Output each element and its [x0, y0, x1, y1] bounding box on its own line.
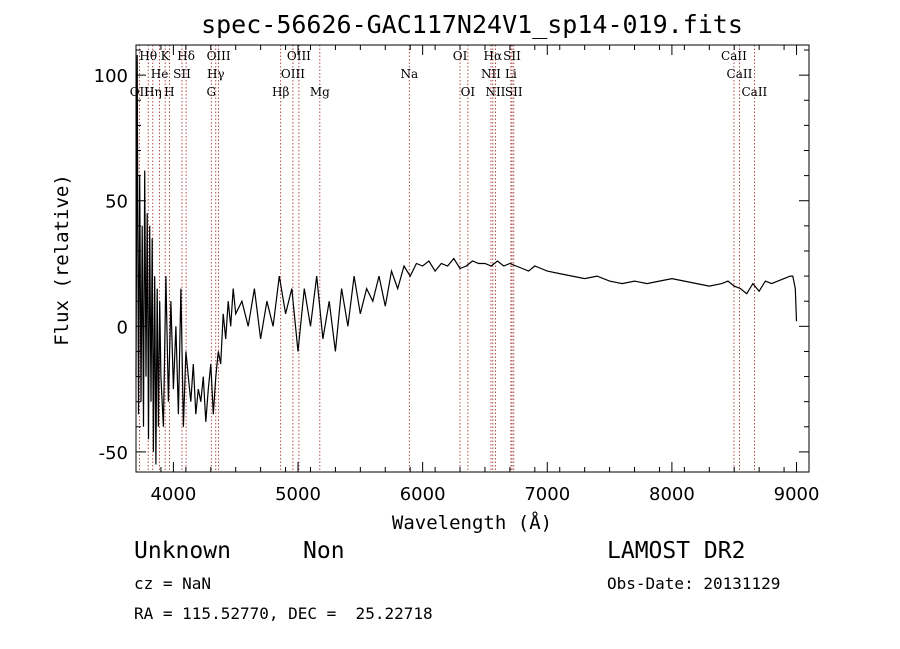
- y-axis: -50 0 50 100: [94, 49, 809, 464]
- line-label: CaII: [727, 67, 753, 81]
- line-label: H: [164, 85, 174, 99]
- line-label: OIII: [287, 49, 311, 63]
- x-tick-label: 6000: [400, 484, 446, 505]
- line-label: OIII: [207, 49, 231, 63]
- line-label: He: [151, 67, 169, 81]
- x-axis: 4000 5000 6000 7000 8000 9000: [135, 45, 820, 505]
- line-label: Hθ: [139, 49, 157, 63]
- chart-title: spec-56626-GAC117N24V1_sp14-019.fits: [201, 10, 743, 39]
- y-axis-label: Flux (relative): [51, 174, 73, 346]
- line-label: OII: [130, 85, 150, 99]
- line-label: Hη: [144, 85, 162, 99]
- plot-frame: [135, 44, 810, 473]
- line-label: Hδ: [177, 49, 195, 63]
- subclass-label: Non: [303, 538, 345, 564]
- x-tick-label: 9000: [774, 484, 820, 505]
- y-tick-label: 50: [105, 192, 128, 213]
- x-axis-label: Wavelength (Å): [392, 511, 552, 534]
- line-label: NII: [481, 67, 501, 81]
- line-label: SII: [173, 67, 191, 81]
- x-tick-label: 7000: [524, 484, 570, 505]
- line-label: Li: [505, 67, 517, 81]
- line-label: CaII: [741, 85, 767, 99]
- y-tick-label: 0: [117, 317, 128, 338]
- y-tick-label: 100: [94, 66, 128, 87]
- survey-label: LAMOST DR2: [607, 538, 746, 564]
- line-label: CaII: [721, 49, 747, 63]
- obs-date-label: Obs-Date: 20131129: [607, 574, 781, 593]
- emission-line-markers: [138, 45, 755, 472]
- line-label: OI: [453, 49, 468, 63]
- y-tick-label: -50: [99, 443, 128, 464]
- line-label: Hγ: [207, 67, 225, 81]
- x-tick-label: 8000: [649, 484, 695, 505]
- line-label: Hβ: [272, 85, 289, 99]
- line-label: NII: [485, 85, 505, 99]
- line-label: SII: [505, 85, 523, 99]
- spectrum-line: [135, 54, 798, 465]
- line-label: Mg: [310, 85, 330, 99]
- line-label: Na: [400, 67, 418, 81]
- classification-label: Unknown: [134, 538, 231, 564]
- x-tick-label: 4000: [150, 484, 196, 505]
- redshift-label: cz = NaN: [134, 574, 212, 593]
- line-label: K: [161, 49, 171, 63]
- x-tick-label: 5000: [275, 484, 321, 505]
- line-label: OI: [461, 85, 476, 99]
- coordinates-label: RA = 115.52770, DEC = 25.22718: [134, 604, 433, 623]
- line-label: G: [206, 85, 216, 99]
- line-label: SII: [503, 49, 521, 63]
- line-label: OIII: [281, 67, 305, 81]
- line-label: Hα: [484, 49, 503, 63]
